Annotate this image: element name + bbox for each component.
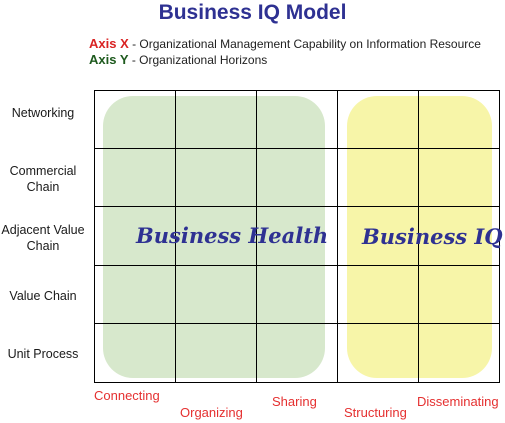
column-label-organizing: Organizing [180,405,243,420]
column-label-sharing: Sharing [272,394,317,409]
row-label-adjacent-value-chain: Adjacent Value Chain [1,223,85,253]
axis-x-description: - Organizational Management Capability o… [128,37,481,51]
column-label-structuring: Structuring [344,405,407,420]
grid-row-divider [94,265,500,266]
business-health-label: Business Health [136,223,329,248]
column-label-connecting: Connecting [94,388,160,403]
grid-row-divider [94,323,500,324]
business-iq-region [347,96,492,378]
business-iq-label: Business IQ [362,224,503,249]
axis-y-key: Axis Y [89,52,129,67]
row-label-value-chain: Value Chain [9,289,77,303]
grid-column-divider [175,90,176,383]
grid-column-divider [418,90,419,383]
grid-row-divider [94,206,500,207]
matrix-grid [94,90,500,383]
diagram-title: Business IQ Model [158,1,347,24]
row-label-commercial-chain: Commercial Chain [9,164,77,194]
grid-column-divider [256,90,257,383]
axis-y-legend: Axis Y - Organizational Horizons [89,52,267,67]
axis-y-description: - Organizational Horizons [128,53,268,67]
axis-x-legend: Axis X - Organizational Management Capab… [89,36,481,51]
row-label-networking: Networking [11,106,75,120]
grid-column-divider [337,90,338,383]
grid-row-divider [94,148,500,149]
business-health-region [103,96,325,378]
row-label-unit-process: Unit Process [7,347,79,361]
axis-x-key: Axis X [89,36,129,51]
column-label-disseminating: Disseminating [417,394,499,409]
